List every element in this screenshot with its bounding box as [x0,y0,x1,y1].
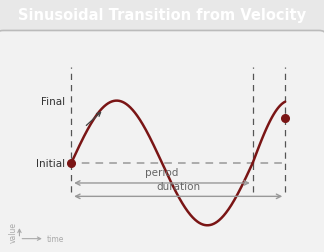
Text: value: value [9,222,18,242]
Text: Sinusoidal Transition from Velocity: Sinusoidal Transition from Velocity [18,8,306,23]
FancyBboxPatch shape [0,31,324,252]
Text: duration: duration [156,181,200,191]
Text: time: time [46,234,64,243]
Text: Initial: Initial [36,158,65,168]
Text: Final: Final [41,96,65,106]
Text: period: period [145,168,179,178]
